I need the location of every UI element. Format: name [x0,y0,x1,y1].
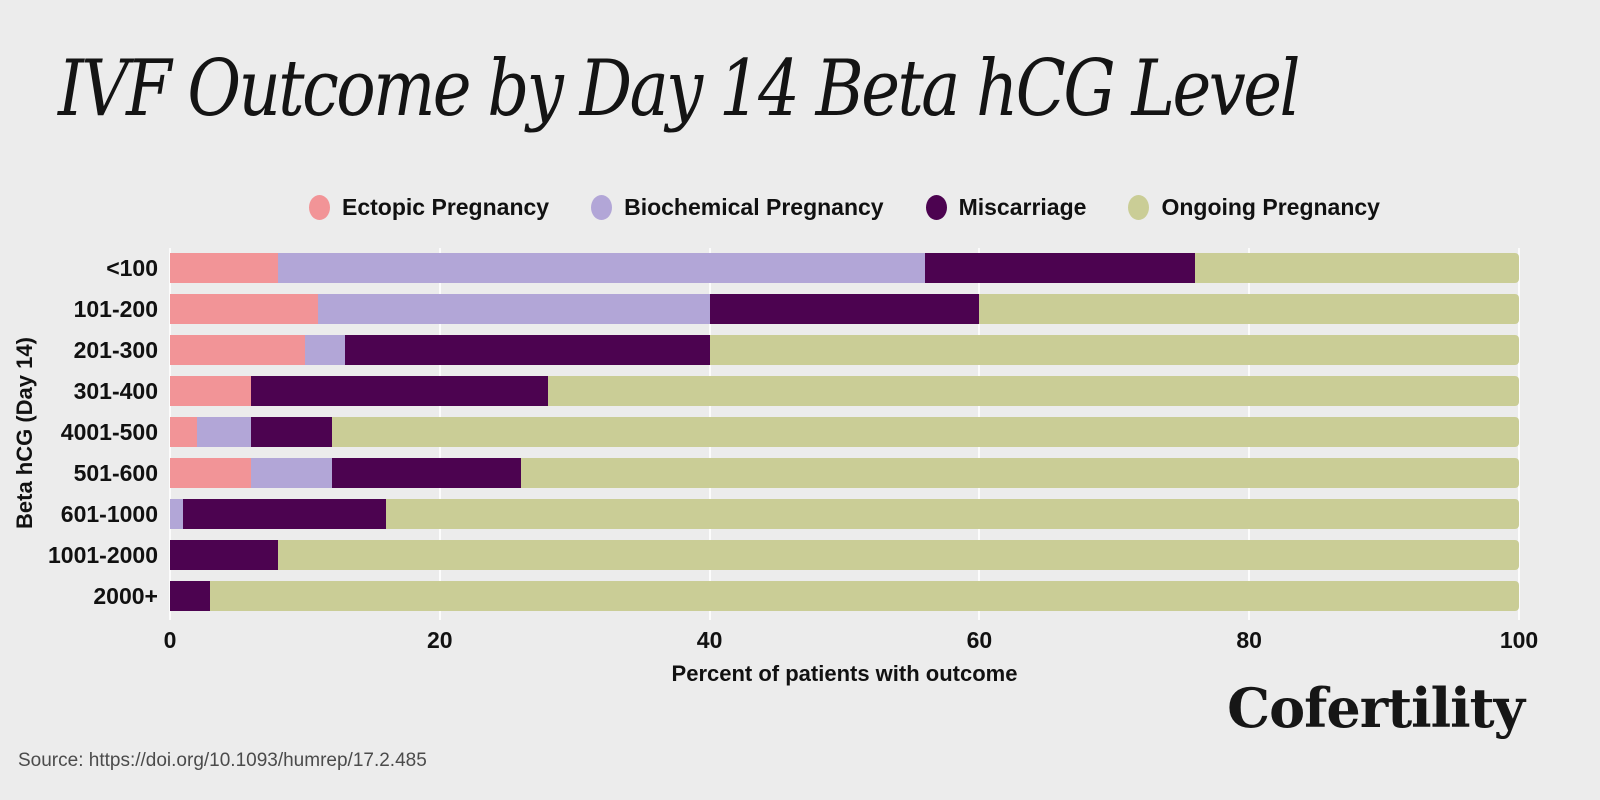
y-tick-label: 101-200 [73,296,158,322]
y-tick-label: 2000+ [93,583,158,609]
bar-track [170,581,1519,611]
bar-track [170,458,1519,488]
bar-segment [170,294,319,324]
bar-track [170,294,1519,324]
x-tick-label: 80 [1236,627,1262,653]
x-axis-title: Percent of patients with outcome [671,661,1018,686]
bar-segment [250,458,332,488]
y-tick-label: 201-300 [73,337,158,363]
bar-row: 4001-500 [61,417,1519,447]
legend-swatch-icon [309,195,331,220]
y-tick-label: 501-600 [73,460,158,486]
legend-label: Ectopic Pregnancy [342,194,550,220]
bar-segment [170,417,197,447]
x-tick-label: 40 [696,627,723,653]
bar-row: 501-600 [74,458,1519,488]
bar-segment [520,458,1519,488]
bar-segment [345,335,710,365]
bar-segment [331,458,521,488]
bar-segment [925,253,1196,283]
gridline [1518,248,1520,620]
bar-segment [170,253,278,283]
legend-item: Ongoing Pregnancy [1128,194,1380,221]
bar-track [170,499,1519,529]
chart-title: IVF Outcome by Day 14 Beta hCG Level [58,44,1300,134]
bar-segment [170,581,211,611]
bar-segment [331,417,1519,447]
legend-swatch-icon [1128,195,1150,220]
bar-segment [170,335,305,365]
source-citation: Source: https://doi.org/10.1093/humrep/1… [18,750,427,771]
bar-track [170,417,1519,447]
cofertility-logo: Cofertility [1227,676,1525,740]
bar-segment [170,376,251,406]
legend-item: Biochemical Pregnancy [591,194,884,221]
y-tick-label: <100 [106,255,158,281]
legend-swatch-icon [925,195,947,220]
bar-row: 601-1000 [61,499,1519,529]
legend-item: Miscarriage [925,194,1087,221]
x-tick-label: 20 [427,627,453,653]
bar-segment [170,499,184,529]
bar-track [170,335,1519,365]
bar-row: 301-400 [74,376,1519,406]
bar-segment [250,417,332,447]
legend-label: Miscarriage [958,194,1087,220]
bar-segment [1195,253,1519,283]
y-tick-label: 1001-2000 [48,542,158,568]
bar-segment [709,335,1519,365]
x-tick-label: 60 [966,627,993,653]
bar-segment [196,417,251,447]
bar-segment [547,376,1519,406]
y-tick-label: 601-1000 [60,501,158,527]
bar-segment [277,540,1519,570]
x-axis-ticks: 0 20 40 60 80 100 [164,627,1539,655]
plot-rows: <100 101-200 201-300 301-400 4001-500 501-600… [48,253,1519,611]
bar-row: 1001-2000 [48,540,1519,570]
bar-row: 101-200 [74,294,1519,324]
bar-segment [183,499,386,529]
bar-segment [277,253,926,283]
bar-segment [250,376,548,406]
legend-label: Biochemical Pregnancy [624,194,884,220]
bar-segment [210,581,1519,611]
bar-segment [304,335,346,365]
bar-track [170,253,1519,283]
bar-track [170,376,1519,406]
legend: Ectopic Pregnancy Biochemical Pregnancy Mi… [170,194,1519,221]
bar-row: 201-300 [74,335,1519,365]
legend-item: Ectopic Pregnancy [309,194,549,221]
y-tick-label: 4001-500 [60,419,158,445]
y-axis-title: Beta hCG (Day 14) [12,337,37,530]
bar-segment [385,499,1519,529]
x-tick-label: 0 [163,627,177,653]
bar-segment [170,458,251,488]
bar-row: 2000+ [93,581,1519,611]
bar-segment [709,294,980,324]
bar-segment [979,294,1519,324]
bar-segment [318,294,710,324]
y-tick-label: 301-400 [73,378,158,404]
legend-swatch-icon [591,195,613,220]
bar-segment [170,540,278,570]
legend-label: Ongoing Pregnancy [1161,194,1380,220]
plot-area: <100 101-200 201-300 301-400 4001-500 501-600… [48,248,1520,620]
bar-track [170,540,1519,570]
x-tick-label: 100 [1499,627,1539,653]
bar-row: <100 [106,253,1519,283]
